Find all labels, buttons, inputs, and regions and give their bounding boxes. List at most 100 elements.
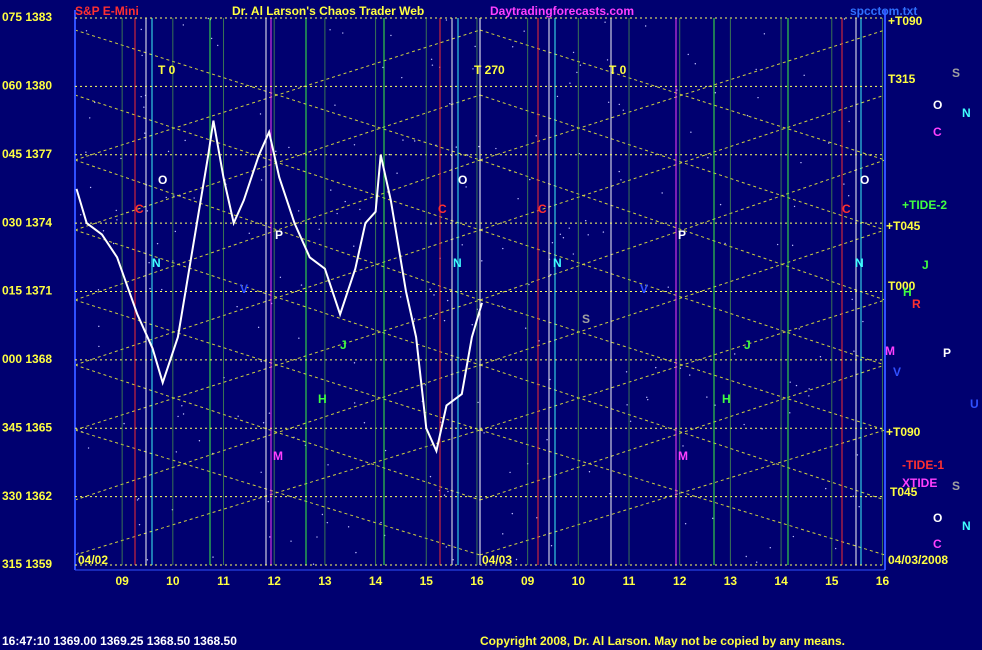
star (268, 412, 271, 414)
star (584, 220, 587, 222)
star (181, 405, 183, 407)
star (429, 288, 431, 290)
annotation: N (152, 256, 161, 270)
web-line (74, 364, 481, 501)
tide-label: XTIDE (902, 476, 937, 490)
planet-label: M (885, 344, 895, 358)
star (769, 546, 771, 549)
annotation: M (273, 449, 283, 463)
star (85, 151, 87, 153)
copyright: Copyright 2008, Dr. Al Larson. May not b… (480, 634, 845, 648)
star (549, 378, 551, 381)
star (175, 451, 178, 453)
tide-label: -TIDE-1 (902, 458, 944, 472)
star (647, 398, 649, 401)
planet-label: S (952, 479, 960, 493)
star (402, 139, 404, 141)
star (87, 447, 90, 449)
star (97, 289, 100, 291)
web-line (479, 299, 886, 431)
star (298, 337, 300, 339)
star (431, 64, 434, 66)
annotation: P (275, 228, 283, 242)
star (734, 353, 736, 355)
star (429, 475, 432, 478)
star (445, 19, 448, 21)
star (399, 296, 402, 298)
annotation: C (538, 202, 547, 216)
star (353, 402, 356, 404)
star (430, 58, 433, 60)
planet-label: S (952, 66, 960, 80)
planet-label: O (933, 511, 942, 525)
price-line (75, 120, 483, 455)
star (136, 499, 139, 501)
star (144, 132, 146, 134)
star (443, 494, 446, 496)
star (684, 523, 687, 525)
web-line (479, 94, 886, 231)
web-line (74, 364, 481, 501)
tide-label: T000 (888, 279, 916, 293)
star (316, 536, 318, 538)
web-line (74, 94, 481, 231)
annotation: C (438, 202, 447, 216)
tide-label: T045 (890, 485, 918, 499)
x-tick-label: 10 (166, 574, 180, 588)
star (556, 95, 559, 98)
star (115, 209, 117, 212)
x-tick-label: 09 (521, 574, 535, 588)
star (179, 195, 181, 197)
star (353, 144, 356, 146)
site-name: Daytradingforecasts.com (490, 4, 634, 18)
star (177, 415, 179, 418)
star (562, 237, 565, 239)
star (851, 298, 853, 301)
star (644, 25, 647, 27)
annotation: O (158, 173, 167, 187)
star (94, 101, 96, 104)
web-line (479, 364, 886, 501)
star (825, 487, 827, 490)
star (137, 498, 140, 500)
star (689, 374, 691, 376)
star (275, 150, 277, 153)
star (290, 540, 292, 542)
date-label: 04/02 (78, 553, 108, 567)
star (646, 396, 648, 399)
star (165, 196, 167, 199)
star (452, 559, 454, 561)
status-line: 16:47:10 1369.00 1369.25 1368.50 1368.50 (2, 634, 237, 648)
star (140, 95, 142, 98)
star (538, 340, 540, 342)
star (798, 328, 800, 330)
star (757, 96, 759, 99)
star (843, 183, 845, 185)
star (148, 262, 150, 264)
star (706, 396, 708, 398)
star (795, 384, 798, 387)
star (707, 157, 709, 159)
x-tick-label: 10 (572, 574, 586, 588)
star (579, 64, 582, 66)
star (414, 140, 416, 142)
star (629, 420, 632, 422)
star (609, 492, 611, 495)
star (300, 284, 303, 286)
web-line (74, 29, 481, 161)
star (862, 320, 864, 323)
star (257, 326, 260, 329)
star (847, 195, 850, 197)
star (260, 360, 262, 363)
star (269, 536, 271, 538)
star (336, 212, 338, 215)
star (509, 471, 511, 474)
annotation: N (553, 256, 562, 270)
planet-label: N (962, 519, 971, 533)
web-line (479, 29, 886, 161)
star (260, 471, 262, 474)
web-line (74, 229, 481, 366)
planet-label: N (962, 106, 971, 120)
star (396, 172, 398, 174)
star (690, 131, 692, 133)
